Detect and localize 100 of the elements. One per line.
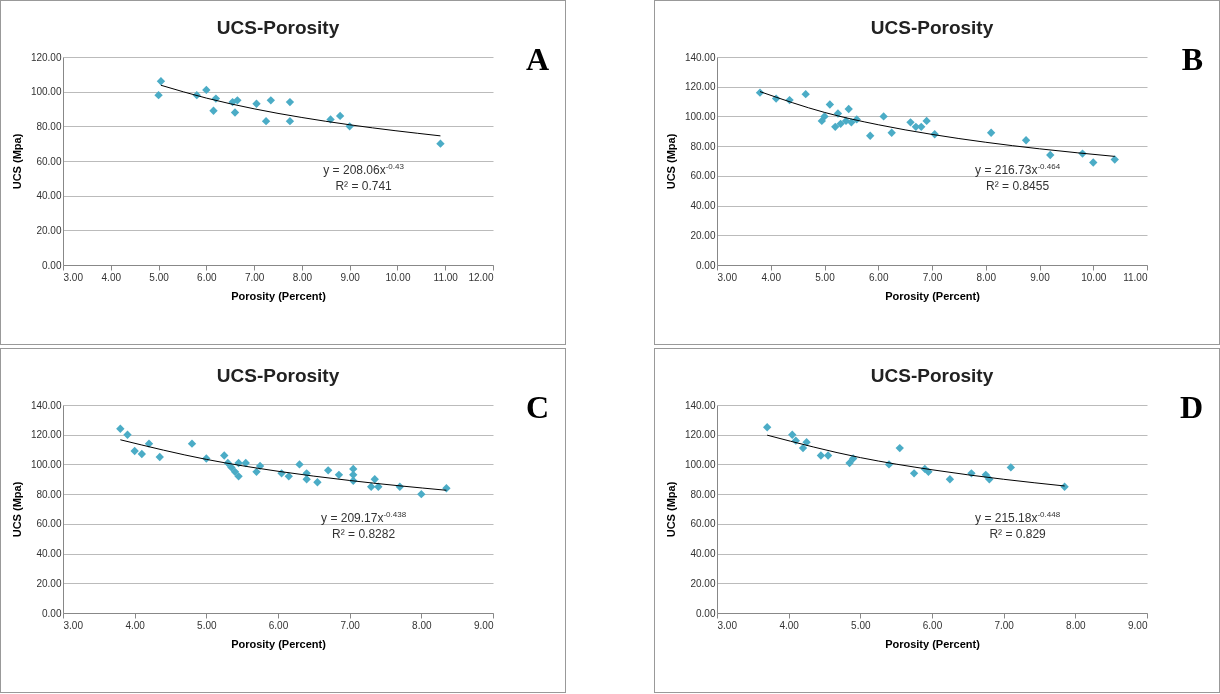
y-tick-label: 120.00: [684, 429, 716, 441]
y-tick-label: 0.00: [696, 607, 716, 619]
y-tick-label: 80.00: [690, 140, 716, 152]
annotation: R² = 0.829: [989, 526, 1046, 541]
y-tick-label: 60.00: [690, 170, 716, 182]
x-tick-label: 3.00: [63, 271, 84, 283]
point: [209, 106, 218, 115]
point: [233, 96, 242, 105]
x-axis-title: Porosity (Percent): [231, 637, 327, 650]
y-tick-label: 140.00: [684, 51, 716, 63]
point: [285, 116, 295, 126]
x-tick-label: 4.00: [779, 619, 800, 631]
y-tick-label: 40.00: [36, 190, 62, 202]
point: [252, 99, 261, 108]
x-tick-label: 10.00: [385, 271, 411, 283]
point: [230, 108, 240, 117]
y-tick-label: 20.00: [36, 577, 62, 589]
x-tick-label: 4.00: [761, 271, 782, 283]
y-axis-title: UCS (Mpa): [10, 481, 23, 538]
x-tick-label: 7.00: [922, 271, 943, 283]
chart-title: UCS-Porosity: [870, 17, 994, 38]
x-tick-label: 8.00: [1066, 619, 1086, 631]
x-tick-label: 11.00: [1123, 271, 1148, 283]
y-tick-label: 60.00: [36, 518, 62, 530]
text: B: [1181, 41, 1203, 78]
y-tick-label: 20.00: [690, 229, 716, 241]
x-tick-label: 8.00: [412, 619, 432, 631]
x-tick-label: 5.00: [197, 619, 217, 631]
y-tick-label: 40.00: [36, 548, 62, 560]
y-tick-label: 80.00: [690, 488, 716, 500]
y-axis-title: UCS (Mpa): [10, 133, 23, 190]
x-tick-label: 3.00: [717, 619, 738, 631]
x-tick-label: 11.00: [433, 271, 459, 283]
annotation: R² = 0.8282: [332, 526, 396, 541]
annotation: y = 208.06x$^{-0.43}$: [323, 161, 404, 177]
y-axis-title: UCS (Mpa): [664, 481, 677, 538]
y-tick-label: 0.00: [696, 259, 716, 271]
x-tick-label: 9.00: [340, 271, 361, 283]
x-tick-label: 4.00: [125, 619, 146, 631]
text: D: [1179, 389, 1203, 426]
x-tick-label: 12.00: [468, 271, 494, 283]
x-axis-title: Porosity (Percent): [885, 637, 981, 650]
y-tick-label: 100.00: [30, 86, 62, 98]
x-tick-label: 5.00: [815, 271, 836, 283]
y-axis-title: UCS (Mpa): [664, 133, 677, 190]
x-tick-label: 6.00: [268, 619, 289, 631]
annotation: R² = 0.8455: [986, 178, 1050, 193]
x-tick-label: 6.00: [197, 271, 217, 283]
chart-title: UCS-Porosity: [870, 365, 994, 386]
annotation: y = 215.18x$^{-0.448}$: [975, 509, 1061, 525]
y-tick-label: 80.00: [36, 488, 62, 500]
x-tick-label: 7.00: [340, 619, 361, 631]
chart-title: UCS-Porosity: [216, 365, 340, 386]
chart-title: UCS-Porosity: [216, 17, 340, 38]
x-tick-label: 3.00: [717, 271, 738, 283]
point: [335, 111, 345, 121]
y-tick-label: 60.00: [690, 518, 716, 530]
point: [285, 97, 295, 107]
y-tick-label: 60.00: [36, 155, 62, 167]
y-tick-label: 140.00: [684, 399, 716, 411]
x-tick-label: 6.00: [869, 271, 889, 283]
y-tick-label: 100.00: [684, 110, 716, 122]
x-tick-label: 10.00: [1081, 271, 1107, 283]
x-tick-label: 8.00: [292, 271, 313, 283]
x-tick-label: 7.00: [994, 619, 1015, 631]
x-tick-label: 9.00: [1128, 619, 1148, 631]
y-tick-label: 100.00: [684, 458, 716, 470]
text: A: [525, 41, 549, 78]
point: [261, 116, 271, 126]
y-tick-label: 80.00: [36, 120, 62, 132]
x-tick-label: 3.00: [63, 619, 84, 631]
point: [156, 77, 166, 86]
x-tick-label: 5.00: [851, 619, 871, 631]
point: [266, 96, 276, 105]
y-tick-label: 120.00: [684, 81, 716, 93]
y-tick-label: 100.00: [30, 458, 62, 470]
x-tick-label: 5.00: [149, 271, 170, 283]
annotation: y = 216.73x$^{-0.464}$: [975, 161, 1061, 177]
y-tick-label: 140.00: [30, 399, 62, 411]
x-tick-label: 6.00: [922, 619, 943, 631]
y-tick-label: 0.00: [42, 607, 62, 619]
x-tick-label: 9.00: [474, 619, 494, 631]
y-tick-label: 120.00: [30, 429, 62, 441]
y-tick-label: 40.00: [690, 200, 716, 212]
y-tick-label: 40.00: [690, 548, 716, 560]
x-tick-label: 9.00: [1030, 271, 1051, 283]
point: [202, 85, 211, 95]
y-tick-label: 20.00: [36, 224, 62, 236]
x-axis-title: Porosity (Percent): [885, 289, 981, 302]
y-tick-label: 120.00: [30, 51, 62, 63]
y-tick-label: 20.00: [690, 577, 716, 589]
x-axis-title: Porosity (Percent): [231, 289, 327, 302]
x-tick-label: 7.00: [244, 271, 265, 283]
point: [436, 139, 445, 148]
y-tick-label: 0.00: [42, 259, 62, 271]
x-tick-label: 8.00: [976, 271, 997, 283]
annotation: y = 209.17x$^{-0.438}$: [321, 509, 407, 525]
text: C: [525, 389, 549, 426]
x-tick-label: 4.00: [101, 271, 122, 283]
annotation: R² = 0.741: [335, 178, 392, 193]
